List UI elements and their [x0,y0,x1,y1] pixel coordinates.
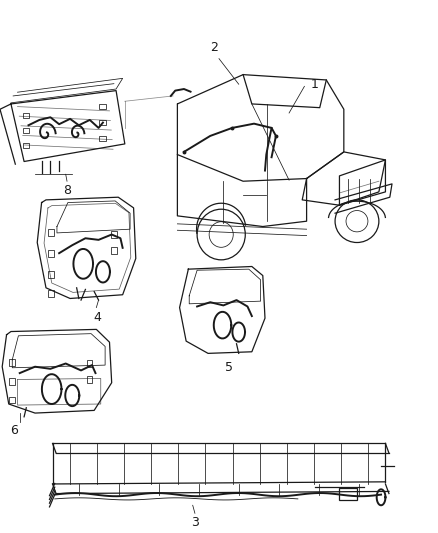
Bar [99,136,106,141]
Text: 5: 5 [225,361,233,374]
Bar [23,143,29,148]
Bar [99,120,106,125]
Text: 4: 4 [94,311,102,324]
Text: 1: 1 [311,78,319,91]
Bar [23,128,29,133]
Bar [48,250,54,257]
Text: 6: 6 [10,424,18,437]
Bar [111,247,117,254]
Bar [48,271,54,278]
Bar [99,104,106,109]
Bar [87,360,92,367]
Bar [23,113,29,118]
Bar [339,488,357,500]
Bar [9,397,15,403]
Bar [111,231,117,238]
Bar [48,229,54,236]
Text: 3: 3 [191,516,199,529]
Bar [9,359,15,366]
Bar [87,376,92,383]
Bar [9,378,15,385]
Text: 8: 8 [63,184,71,197]
Bar [48,290,54,297]
Text: 2: 2 [210,42,218,54]
